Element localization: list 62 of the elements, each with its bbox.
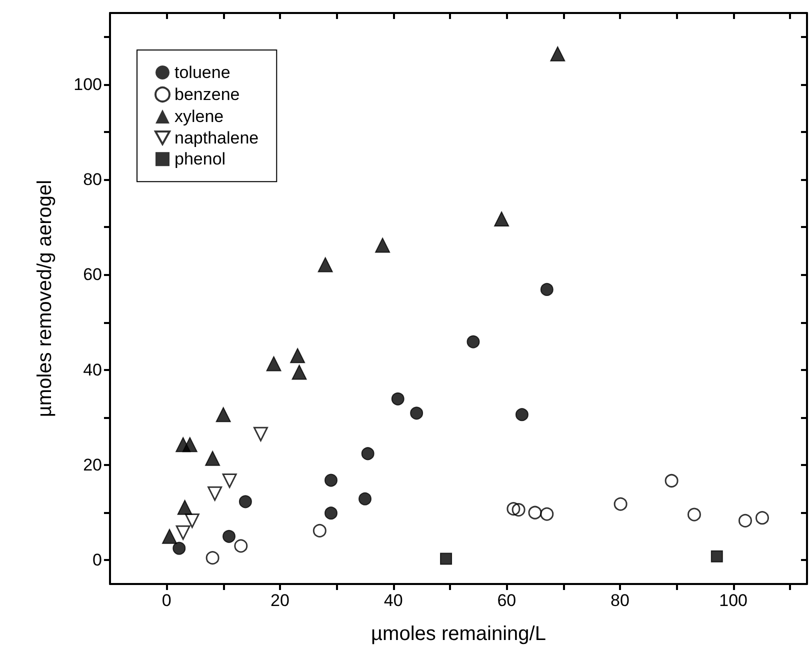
x-tick-label: 80 — [610, 591, 630, 610]
point — [614, 497, 628, 511]
point — [184, 513, 200, 528]
point — [410, 406, 424, 420]
legend-label: benzene — [174, 85, 240, 104]
legend-label: toluene — [174, 63, 230, 82]
point — [550, 46, 566, 62]
point — [177, 500, 192, 515]
point — [540, 507, 554, 521]
y-tick-label: 20 — [83, 456, 102, 475]
y-tick-label: 40 — [83, 360, 102, 380]
point — [182, 437, 198, 452]
point — [208, 486, 222, 501]
point — [318, 257, 333, 272]
point — [324, 506, 338, 520]
point — [238, 495, 252, 508]
point — [290, 348, 306, 364]
point — [494, 212, 510, 227]
point — [292, 364, 307, 380]
legend-label: phenol — [174, 150, 226, 169]
point — [512, 503, 526, 517]
point — [687, 508, 701, 522]
point — [324, 474, 338, 487]
y-tick-label: 80 — [83, 170, 102, 190]
y-tick-label: 60 — [83, 265, 102, 284]
point — [222, 473, 237, 488]
point — [253, 426, 268, 442]
point — [162, 528, 177, 544]
point — [172, 542, 186, 555]
point — [216, 407, 231, 422]
point — [738, 514, 752, 528]
x-tick-label: 0 — [162, 591, 172, 610]
point — [710, 550, 723, 562]
x-tick-label: 20 — [270, 591, 290, 610]
legend-label: napthalene — [174, 128, 259, 148]
point — [205, 450, 220, 466]
point — [755, 511, 769, 525]
point — [466, 335, 480, 348]
point — [515, 408, 528, 422]
legend-label: xylene — [174, 107, 224, 126]
point — [358, 492, 372, 506]
point — [206, 551, 220, 565]
point — [312, 524, 326, 538]
y-axis-title: µmoles removed/g aerogel — [34, 180, 56, 418]
point — [176, 525, 190, 540]
x-tick-label: 40 — [384, 591, 403, 610]
point — [266, 356, 282, 372]
point — [540, 282, 554, 296]
point — [375, 238, 390, 253]
point — [361, 447, 374, 460]
x-tick-label: 60 — [497, 591, 516, 610]
x-axis-title: µmoles remaining/L — [371, 623, 546, 645]
x-tick-label: 100 — [719, 591, 748, 610]
point — [234, 539, 248, 553]
y-tick-label: 100 — [74, 74, 102, 94]
point — [391, 392, 404, 406]
y-tick-label: 0 — [92, 550, 102, 570]
point — [664, 474, 678, 488]
point — [222, 530, 236, 543]
point — [440, 552, 452, 565]
point — [506, 502, 520, 516]
point — [528, 506, 542, 520]
